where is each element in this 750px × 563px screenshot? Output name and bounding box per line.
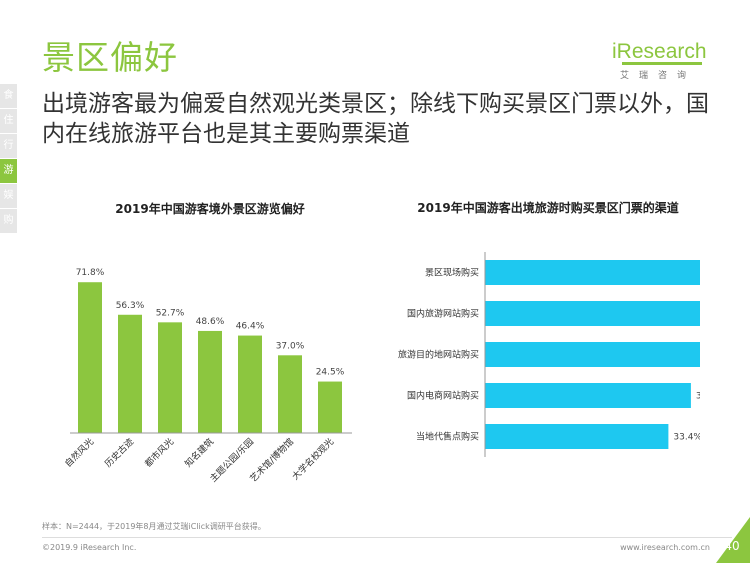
side-nav-item-tour: 游 xyxy=(0,159,17,183)
hbar-value-label-4: 33.4% xyxy=(673,433,700,443)
side-nav-item-shopping: 购 xyxy=(0,209,17,233)
hbar-3 xyxy=(485,383,691,408)
bar-value-label-2: 52.7% xyxy=(156,308,185,318)
side-nav-item-travel: 行 xyxy=(0,134,17,158)
right-bar-chart: 景区现场购买47.8%国内旅游网站购买47.1%旅游目的地网站购买42.0%国内… xyxy=(398,252,700,457)
footer-divider xyxy=(42,537,732,538)
hbar-category-label-4: 当地代售点购买 xyxy=(416,431,479,443)
bar-2 xyxy=(158,322,182,433)
category-label-3: 知名建筑 xyxy=(182,436,216,470)
left-chart-title: 2019年中国游客境外景区游览偏好 xyxy=(115,202,305,216)
category-label-2: 都市风光 xyxy=(142,436,176,470)
bar-0 xyxy=(78,282,102,433)
bar-3 xyxy=(198,330,222,433)
side-nav-item-food: 食 xyxy=(0,84,17,108)
hbar-category-label-2: 旅游目的地网站购买 xyxy=(398,349,479,361)
side-nav: 食 住 行 游 娱 购 xyxy=(0,84,17,234)
bar-value-label-4: 46.4% xyxy=(236,322,265,332)
left-bar-chart: 71.8% 自然风光 56.3% 历史古迹 52.7% 都市风光 48.6% 知名建筑 46.4… xyxy=(62,268,352,484)
page-corner-triangle xyxy=(716,517,750,563)
hbar-category-label-3: 国内电商网站购买 xyxy=(407,390,479,402)
category-label-6: 大学名校观光 xyxy=(289,436,336,483)
copyright: ©2019.9 iResearch Inc. xyxy=(42,543,137,552)
page-title: 景区偏好 xyxy=(42,38,178,77)
website-link[interactable]: www.iresearch.com.cn xyxy=(620,543,710,552)
bar-value-label-1: 56.3% xyxy=(116,301,145,311)
bar-6 xyxy=(318,381,342,433)
side-nav-item-entertainment: 娱 xyxy=(0,184,17,208)
bar-value-label-5: 37.0% xyxy=(276,341,305,351)
source-note: 样本：N=2444，于2019年8月通过艾瑞iClick调研平台获得。 xyxy=(42,522,266,531)
page-number: 40 xyxy=(724,539,740,553)
hbar-value-label-3: 37.5% xyxy=(696,392,700,402)
logo-underline xyxy=(622,62,702,65)
hbar-0 xyxy=(485,260,700,285)
hbar-category-label-0: 景区现场购买 xyxy=(425,267,479,279)
bar-value-label-0: 71.8% xyxy=(76,268,105,278)
category-label-1: 历史古迹 xyxy=(102,436,136,470)
hbar-category-label-1: 国内旅游网站购买 xyxy=(407,308,479,320)
iresearch-logo: iResearch 艾瑞咨询 xyxy=(612,40,712,84)
logo-text: iResearch xyxy=(612,40,707,63)
hbar-1 xyxy=(485,301,700,326)
bar-1 xyxy=(118,314,142,433)
logo-subtext: 艾瑞咨询 xyxy=(620,71,697,81)
bar-value-label-6: 24.5% xyxy=(316,368,345,378)
bar-4 xyxy=(238,335,262,433)
right-chart-title: 2019年中国游客出境旅游时购买景区门票的渠道 xyxy=(417,201,679,215)
side-nav-item-lodging: 住 xyxy=(0,109,17,133)
category-label-0: 自然风光 xyxy=(62,436,96,470)
bar-value-label-3: 48.6% xyxy=(196,317,225,327)
bar-5 xyxy=(278,355,302,433)
hbar-2 xyxy=(485,342,700,367)
hbar-4 xyxy=(485,424,669,449)
page-subtitle: 出境游客最为偏爱自然观光类景区；除线下购买景区门票以外，国内在线旅游平台也是其主… xyxy=(42,91,709,147)
